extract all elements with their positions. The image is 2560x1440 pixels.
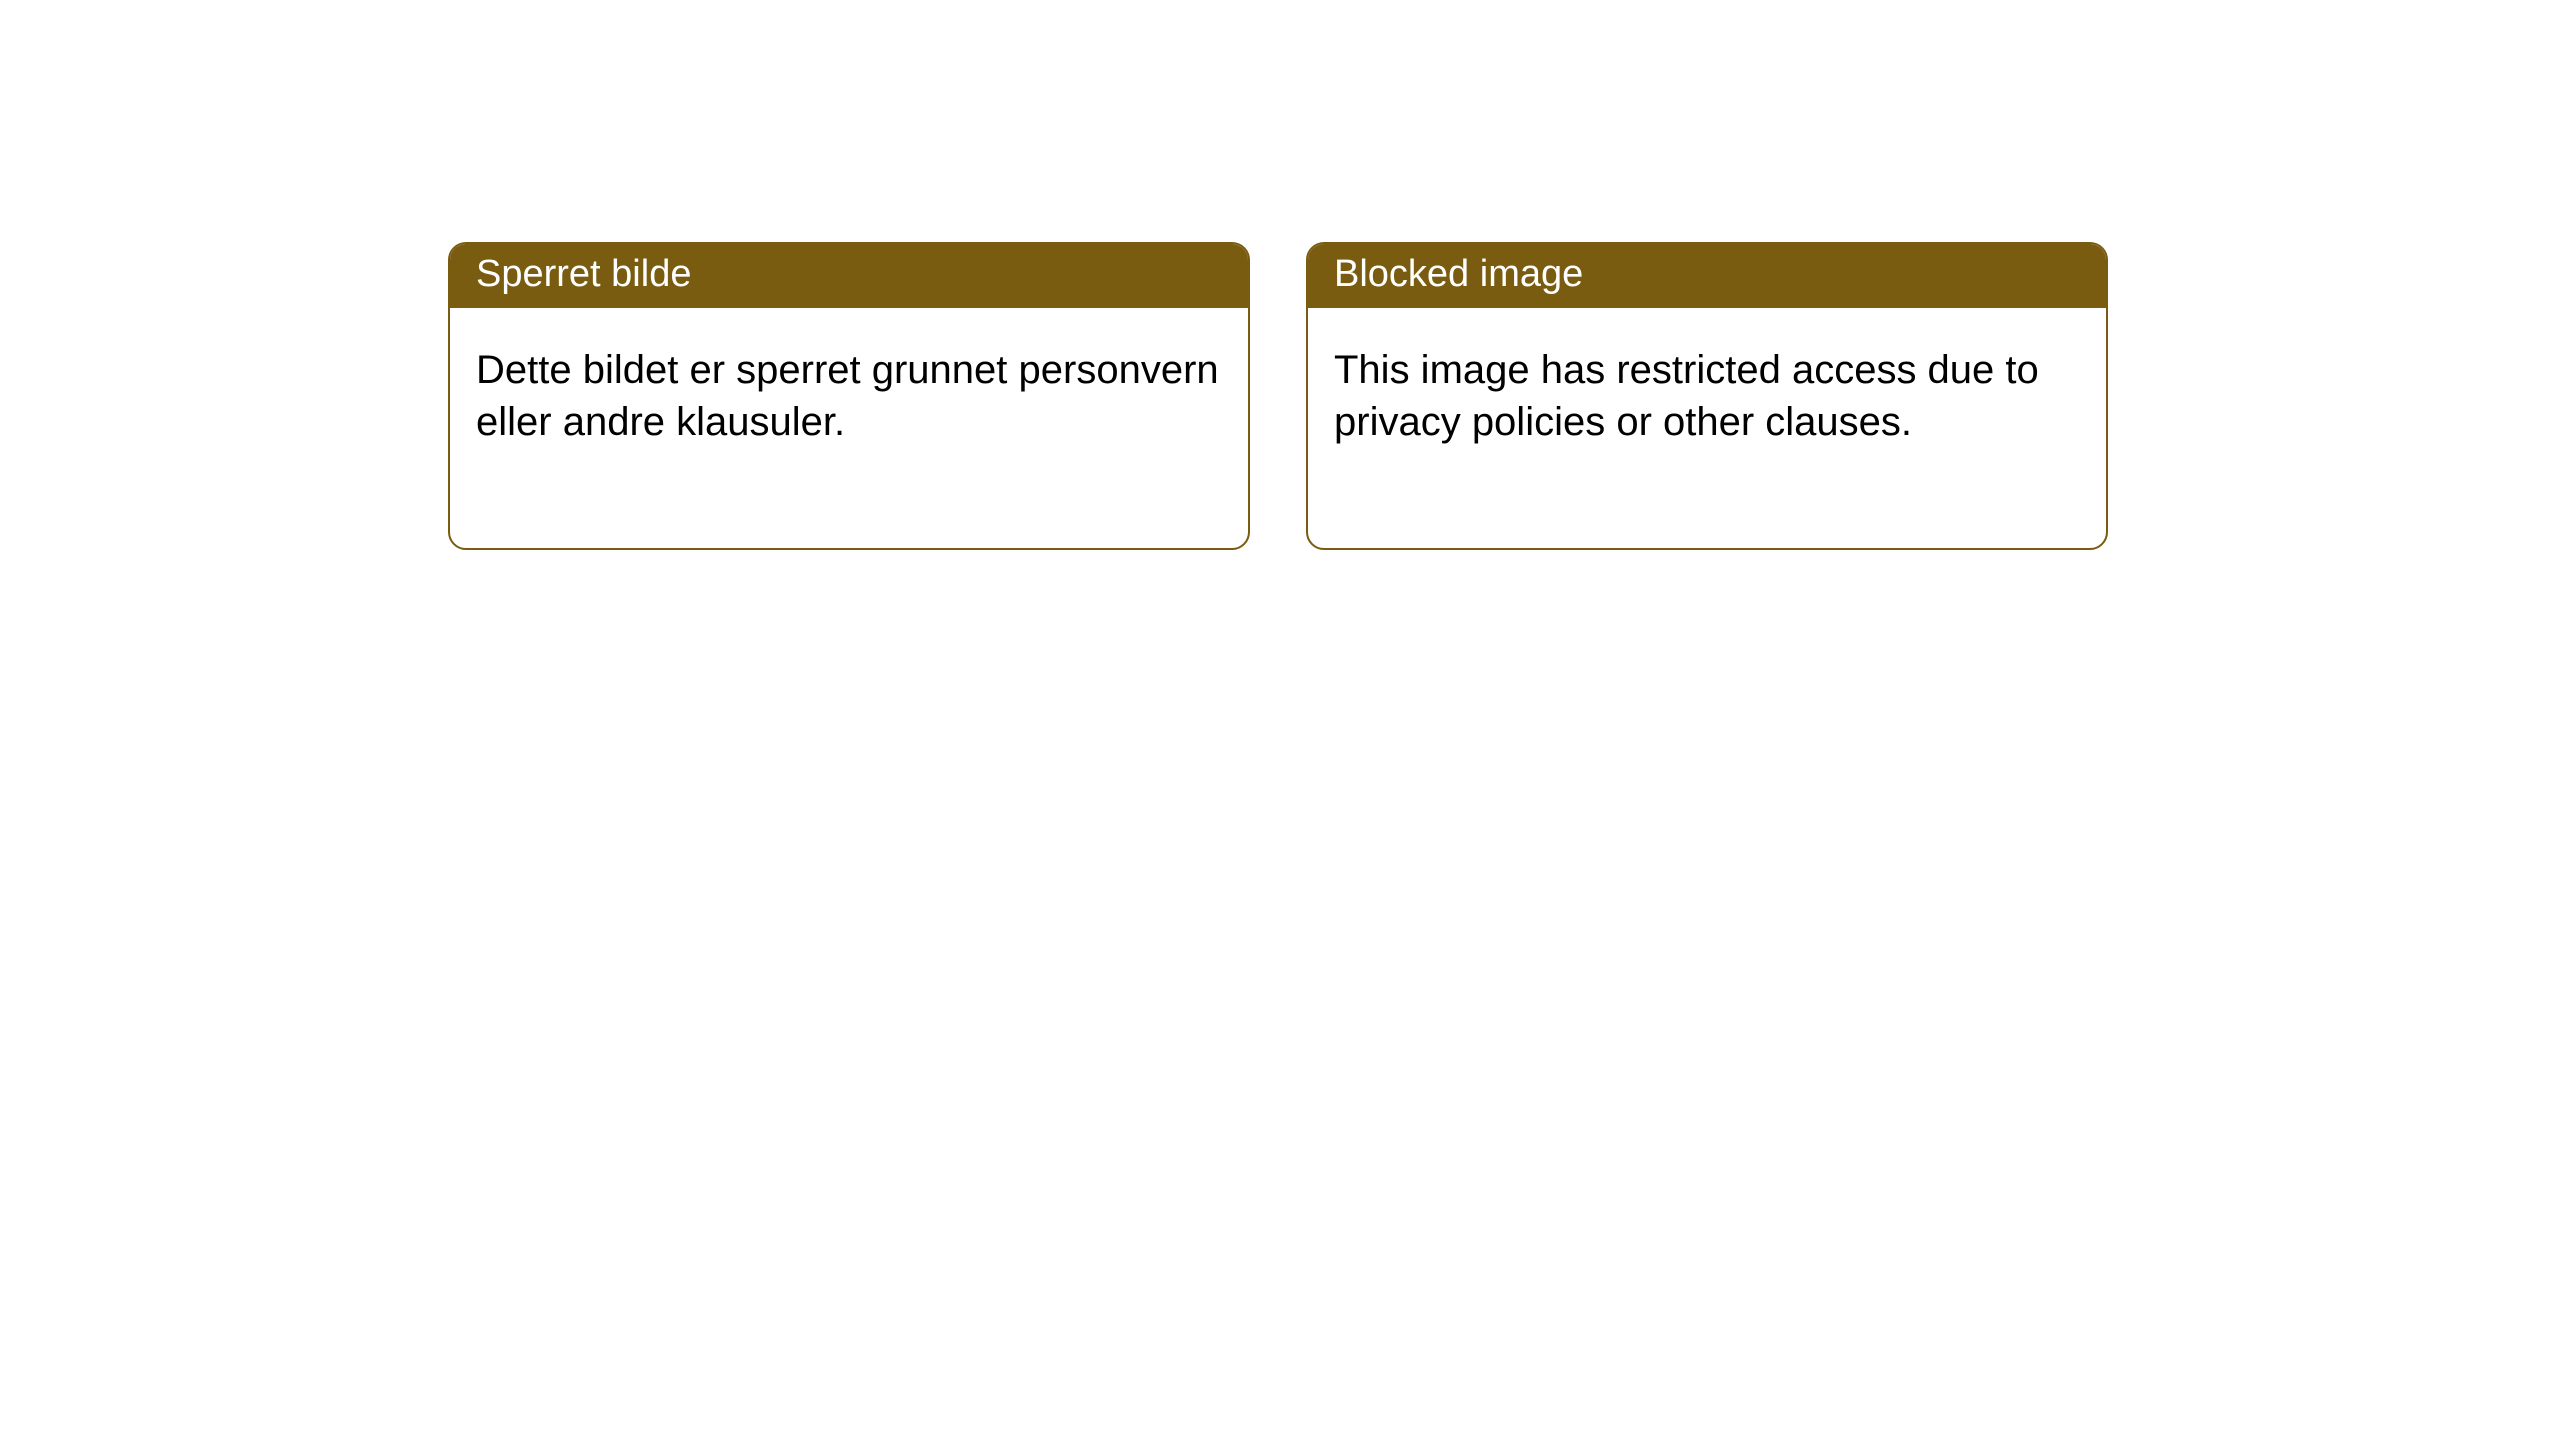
notice-header: Blocked image <box>1308 244 2106 308</box>
notice-body: This image has restricted access due to … <box>1308 308 2106 548</box>
notice-header: Sperret bilde <box>450 244 1248 308</box>
notice-container: Sperret bilde Dette bildet er sperret gr… <box>0 0 2560 550</box>
notice-body: Dette bildet er sperret grunnet personve… <box>450 308 1248 548</box>
notice-card-norwegian: Sperret bilde Dette bildet er sperret gr… <box>448 242 1250 550</box>
notice-card-english: Blocked image This image has restricted … <box>1306 242 2108 550</box>
